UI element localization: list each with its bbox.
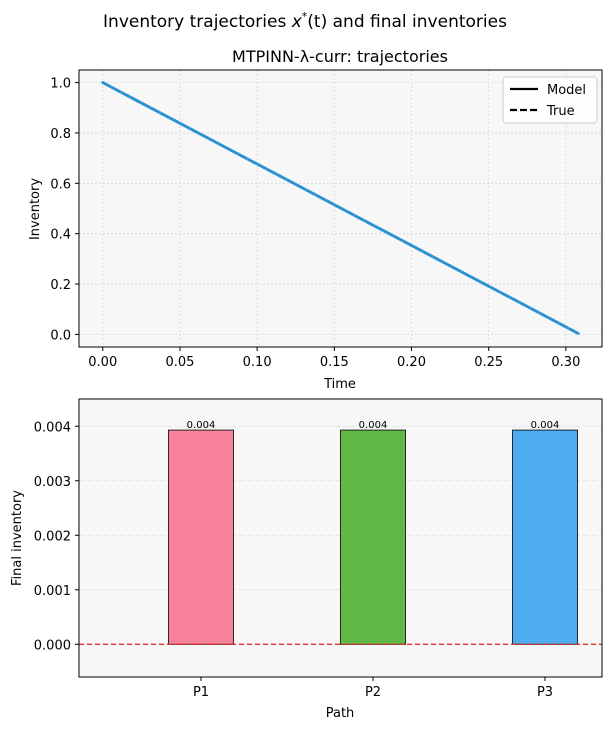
- suptitle-math-arg: (t): [307, 12, 327, 32]
- trajectory-title: MTPINN-λ-curr: trajectories: [232, 47, 448, 66]
- bar-data-label: 0.004: [187, 420, 216, 431]
- suptitle-math-sup: *: [302, 10, 308, 23]
- trajectory-grid: [79, 70, 602, 347]
- legend-model-label: Model: [547, 83, 586, 98]
- final-inventory-bars: 0.004 0.004 0.004: [168, 420, 578, 645]
- bar-data-label: 0.004: [531, 420, 560, 431]
- suptitle-math-x: x: [291, 12, 303, 32]
- trajectory-legend: Model True: [502, 76, 598, 124]
- trajectory-chart: 0.00 0.05 0.10 0.15 0.20 0.25 0.30 0.00.20.40.…: [28, 47, 603, 392]
- trajectory-x-ticks: 0.00 0.05 0.10 0.15 0.20 0.25 0.30: [88, 347, 580, 370]
- legend-true-label: True: [546, 104, 575, 119]
- x-tick-label: 0.25: [474, 355, 503, 370]
- y-tick-label: 1.0: [50, 77, 71, 92]
- final-inventory-chart: 0.004 0.004 0.004 P1 P2 P3 0.0000.0010.0020.…: [10, 398, 603, 721]
- y-tick-label: 0.4: [50, 228, 71, 243]
- suptitle-pre: Inventory trajectories: [103, 12, 292, 32]
- y-tick-label: 0.8: [50, 127, 71, 142]
- trajectory-frame: [78, 69, 603, 348]
- y-tick-label: 0.000: [34, 638, 71, 653]
- x-tick-label: P1: [193, 685, 209, 700]
- x-tick-label: 0.10: [243, 355, 272, 370]
- x-tick-label: P3: [537, 685, 553, 700]
- y-tick-label: 0.003: [34, 475, 71, 490]
- final-inventory-x-label: Path: [326, 706, 355, 721]
- y-tick-label: 0.6: [50, 177, 71, 192]
- y-tick-label: 0.004: [34, 420, 71, 435]
- final-inventory-x-ticks: P1 P2 P3: [193, 677, 553, 700]
- bar-p3: [512, 429, 578, 645]
- true-trajectory-line: [101, 81, 580, 335]
- x-tick-label: 0.05: [165, 355, 194, 370]
- final-inventory-y-ticks: 0.000 0.001 0.002 0.003 0.004: [34, 420, 79, 653]
- final-inventory-y-label: Final inventory: [10, 490, 25, 586]
- y-tick-label: 0.002: [34, 529, 71, 544]
- x-tick-label: 0.15: [320, 355, 349, 370]
- bar-data-label: 0.004: [359, 420, 388, 431]
- bar-p1: [168, 429, 234, 645]
- bar-p2: [340, 429, 406, 645]
- x-tick-label: 0.00: [88, 355, 117, 370]
- x-tick-label: 0.30: [551, 355, 580, 370]
- final-inventory-frame: [78, 398, 603, 678]
- figure-suptitle: Inventory trajectories x*(t) and final i…: [103, 10, 507, 32]
- trajectory-series: [101, 81, 580, 335]
- y-tick-label: 0.2: [50, 278, 71, 293]
- y-tick-label: 0.001: [34, 584, 71, 599]
- y-tick-label: 0.0: [50, 328, 71, 343]
- trajectory-y-ticks: 0.0 0.2 0.4 0.6 0.8 1.0: [50, 77, 79, 343]
- suptitle-post: and final inventories: [327, 12, 507, 32]
- x-tick-label: P2: [365, 685, 381, 700]
- x-tick-label: 0.20: [397, 355, 426, 370]
- trajectory-x-label: Time: [323, 377, 356, 392]
- trajectory-y-label: Inventory: [28, 178, 43, 240]
